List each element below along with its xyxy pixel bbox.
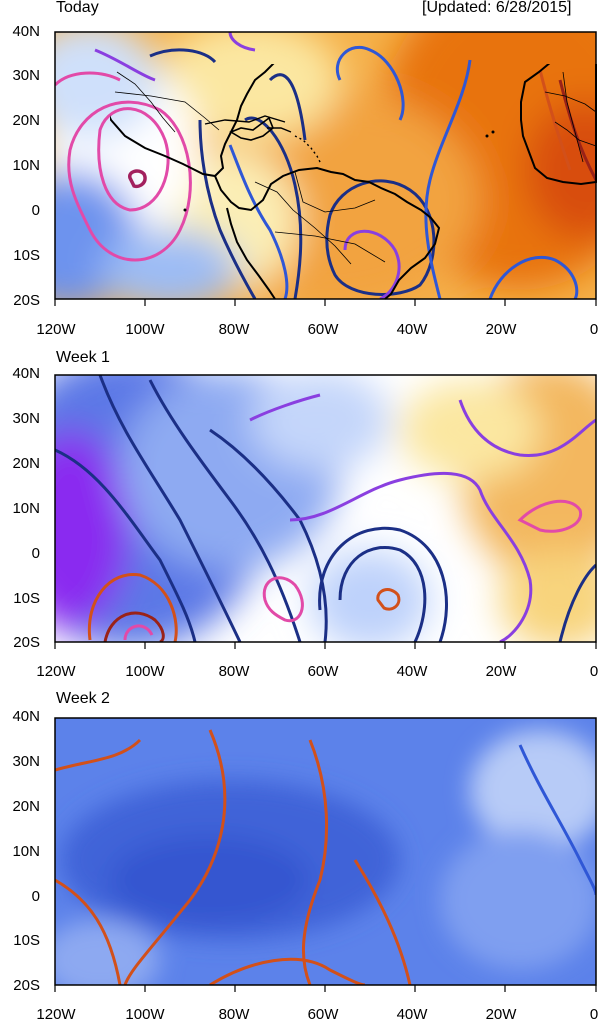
lon-label: 20W (485, 663, 517, 680)
panel-title-week2: Week 2 (56, 690, 110, 707)
lon-label: 40W (396, 663, 428, 680)
lat-label: 0 (31, 888, 40, 905)
lon-label: 100W (125, 321, 165, 338)
map-panel-week2 (55, 718, 596, 985)
lon-label: 80W (218, 663, 250, 680)
lon-label: 40W (396, 321, 428, 338)
lat-label: 40N (12, 708, 40, 725)
panel-title-week1: Week 1 (56, 349, 110, 366)
lat-label: 20N (12, 112, 40, 129)
contours-today (55, 32, 596, 299)
lat-label: 40N (12, 365, 40, 382)
panel-title-today: Today (56, 0, 99, 16)
lat-label: 20N (12, 798, 40, 815)
lat-label: 0 (31, 202, 40, 219)
contours-week2 (55, 729, 596, 985)
lon-label: 60W (307, 321, 339, 338)
lon-label: 120W (36, 1006, 76, 1023)
lon-label: 100W (125, 1006, 165, 1023)
lat-label: 0 (31, 545, 40, 562)
lon-label: 40W (396, 1006, 428, 1023)
lat-label: 30N (12, 410, 40, 427)
lon-label: 80W (218, 1006, 250, 1023)
tick-marks (54, 299, 597, 992)
lon-label: 80W (218, 321, 250, 338)
contours-week1 (55, 375, 596, 642)
map-panel-today (55, 32, 596, 299)
lat-label: 20N (12, 455, 40, 472)
lat-label: 30N (12, 67, 40, 84)
lon-label: 20W (485, 321, 517, 338)
lat-label: 10N (12, 500, 40, 517)
lon-label: 100W (125, 663, 165, 680)
lat-label: 20S (13, 977, 40, 994)
lat-label: 30N (12, 753, 40, 770)
lat-label: 10S (13, 590, 40, 607)
lat-label: 10N (12, 843, 40, 860)
lon-label: 0 (589, 663, 599, 680)
updated-date: [Updated: 6/28/2015] (422, 0, 572, 16)
lon-label: 20W (485, 1006, 517, 1023)
lat-label: 10S (13, 247, 40, 264)
lon-label: 120W (36, 663, 76, 680)
lat-label: 20S (13, 292, 40, 309)
lon-label: 60W (307, 1006, 339, 1023)
lon-label: 60W (307, 663, 339, 680)
lon-label: 0 (589, 1006, 599, 1023)
lat-label: 40N (12, 23, 40, 40)
lat-label: 10N (12, 157, 40, 174)
lat-label: 20S (13, 634, 40, 651)
lon-label: 120W (36, 321, 76, 338)
lat-label: 10S (13, 932, 40, 949)
lon-label: 0 (589, 321, 599, 338)
